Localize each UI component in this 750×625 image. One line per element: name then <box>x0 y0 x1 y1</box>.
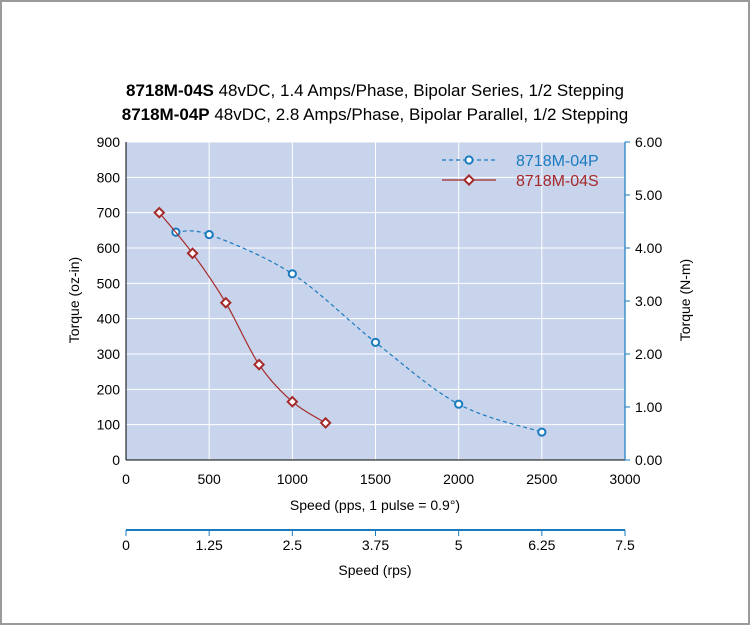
data-point-8718m-04s <box>286 395 299 408</box>
y-left-tick-label: 300 <box>97 346 121 362</box>
secondary-x-tick-label: 2.5 <box>283 537 303 553</box>
data-point-8718m-04s <box>153 206 166 219</box>
y-left-tick-label: 400 <box>97 311 121 327</box>
x-tick-label: 1500 <box>360 471 391 487</box>
y-right-tick-label: 3.00 <box>635 293 662 309</box>
secondary-axis: 0 1.25 2.5 3.75 5 6.25 7.5 <box>122 529 635 553</box>
secondary-x-tick-label: 0 <box>122 537 130 553</box>
data-point-8718m-04p <box>537 427 547 437</box>
data-point-8718m-04p <box>204 229 214 240</box>
y-left-tick-label: 600 <box>97 240 121 256</box>
legend-item-8718m-04s: 8718M-04S <box>442 173 599 190</box>
data-point-8718m-04s <box>186 247 199 260</box>
secondary-x-tick-label: 7.5 <box>615 537 635 553</box>
y-right-tick-label: 6.00 <box>635 134 662 150</box>
legend-label-8718m-04s: 8718M-04S <box>516 173 599 190</box>
data-point-8718m-04s <box>319 416 332 429</box>
y-left-tick-label: 800 <box>97 169 121 185</box>
legend: 8718M-04P 8718M-04S <box>442 153 599 190</box>
y-right-tick-label: 0.00 <box>635 452 662 468</box>
chart-title-line-1: 8718M-04S 48vDC, 1.4 Amps/Phase, Bipolar… <box>126 81 624 100</box>
y-right-tick-label: 5.00 <box>635 187 662 203</box>
secondary-x-tick-label: 5 <box>455 537 463 553</box>
x-tick-label: 2500 <box>526 471 557 487</box>
series-layer <box>153 206 547 437</box>
secondary-x-tick-label: 3.75 <box>362 537 389 553</box>
data-point-8718m-04p <box>370 337 381 347</box>
y-axis-right-title: Torque (N-m) <box>677 259 693 341</box>
chart-title-line-2: 8718M-04P 48vDC, 2.8 Amps/Phase, Bipolar… <box>122 105 629 124</box>
x-tick-label: 1000 <box>277 471 308 487</box>
y-left-tick-label: 100 <box>97 417 121 433</box>
x-tick-label: 3000 <box>609 471 640 487</box>
x-tick-label: 0 <box>122 471 130 487</box>
title-desc-p: 48vDC, 2.8 Amps/Phase, Bipolar Parallel,… <box>210 105 629 124</box>
y-right-tick-label: 4.00 <box>635 240 662 256</box>
series-8718m-04s <box>153 206 332 429</box>
legend-item-8718m-04p: 8718M-04P <box>442 153 599 170</box>
y-left-tick-label: 0 <box>112 452 120 468</box>
data-point-8718m-04p <box>287 269 297 279</box>
y-left-tick-label: 900 <box>97 134 121 150</box>
y-left-tick-label: 700 <box>97 205 121 221</box>
series-8718m-04p <box>171 227 547 437</box>
y-axis-left-title: Torque (oz-in) <box>66 257 82 343</box>
title-desc-s: 48vDC, 1.4 Amps/Phase, Bipolar Series, 1… <box>214 81 624 100</box>
title-model-p: 8718M-04P <box>122 105 210 124</box>
title-model-s: 8718M-04S <box>126 81 214 100</box>
x-tick-label: 500 <box>197 471 221 487</box>
x-tick-label: 2000 <box>443 471 474 487</box>
secondary-x-tick-label: 6.25 <box>528 537 555 553</box>
legend-label-8718m-04p: 8718M-04P <box>516 153 599 170</box>
tick-labels: 0 500 1000 1500 2000 2500 3000 0 100 200 300 400 500… <box>97 134 663 487</box>
y-left-tick-label: 500 <box>97 275 121 291</box>
x-axis-title: Speed (pps, 1 pulse = 0.9°) <box>290 497 460 513</box>
secondary-x-tick-label: 1.25 <box>196 537 223 553</box>
legend-marker-8718m-04p <box>464 155 474 165</box>
data-point-8718m-04s <box>253 358 266 371</box>
y-right-tick-label: 2.00 <box>635 346 662 362</box>
y-right-tick-label: 1.00 <box>635 399 662 415</box>
data-point-8718m-04p <box>454 399 464 409</box>
data-point-8718m-04s <box>219 296 232 309</box>
y-left-tick-label: 200 <box>97 381 121 397</box>
secondary-x-axis-title: Speed (rps) <box>338 562 411 578</box>
legend-marker-8718m-04s <box>462 173 476 187</box>
